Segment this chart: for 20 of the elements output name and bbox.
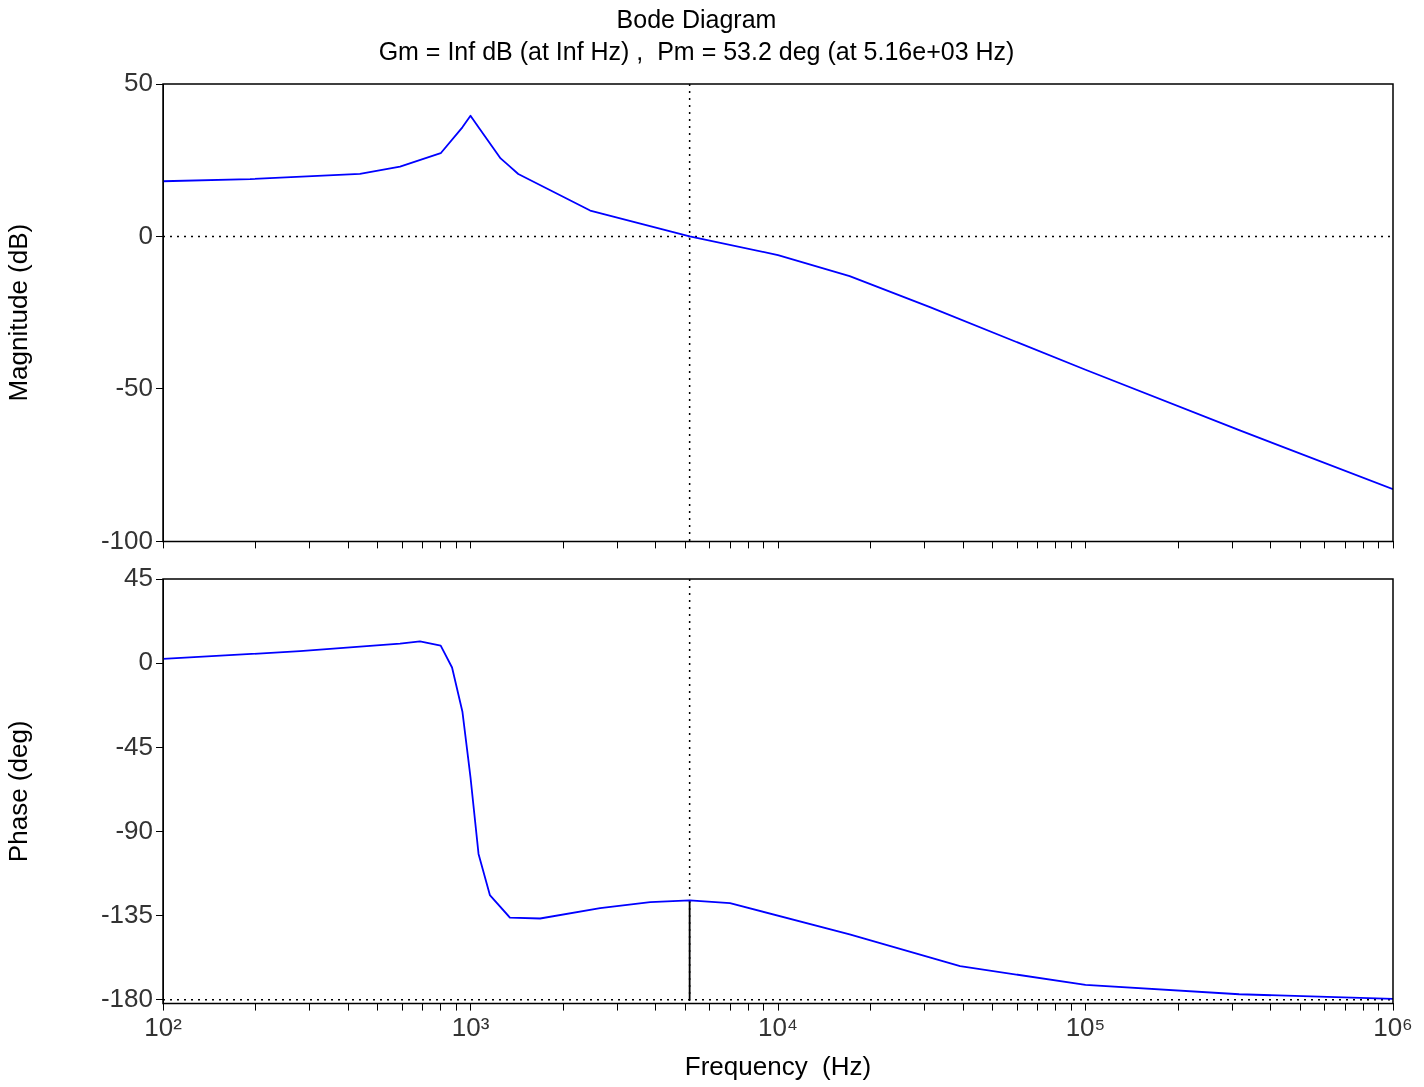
x-axis-title: Frequency (Hz) <box>684 1050 872 1081</box>
y-tick-label: 45 <box>124 562 153 593</box>
x-tick-label: 10⁴ <box>757 1012 799 1043</box>
y-tick-label: -90 <box>115 814 153 845</box>
y-tick-label: -50 <box>115 372 153 403</box>
chart-title: Bode Diagram <box>616 4 777 33</box>
y-tick-label: -135 <box>100 898 153 929</box>
y-tick-label: 0 <box>138 646 153 677</box>
y-tick-label: -45 <box>115 730 153 761</box>
y-tick-label: -180 <box>100 983 153 1014</box>
y-axis-title: Phase (deg) <box>2 720 33 863</box>
chart-subtitle: Gm = Inf dB (at Inf Hz) , Pm = 53.2 deg (at 5.16e+03 Hz) <box>378 36 1015 65</box>
x-tick-label: 10⁵ <box>1065 1012 1106 1043</box>
y-axis-title: Magnitude (dB) <box>2 223 33 402</box>
y-tick-label: -100 <box>100 524 153 555</box>
x-tick-label: 10² <box>144 1012 183 1043</box>
y-tick-label: 0 <box>138 219 153 250</box>
y-tick-label: 50 <box>124 67 153 98</box>
x-tick-label: 10³ <box>451 1012 490 1043</box>
x-tick-label: 10⁶ <box>1373 1012 1413 1043</box>
